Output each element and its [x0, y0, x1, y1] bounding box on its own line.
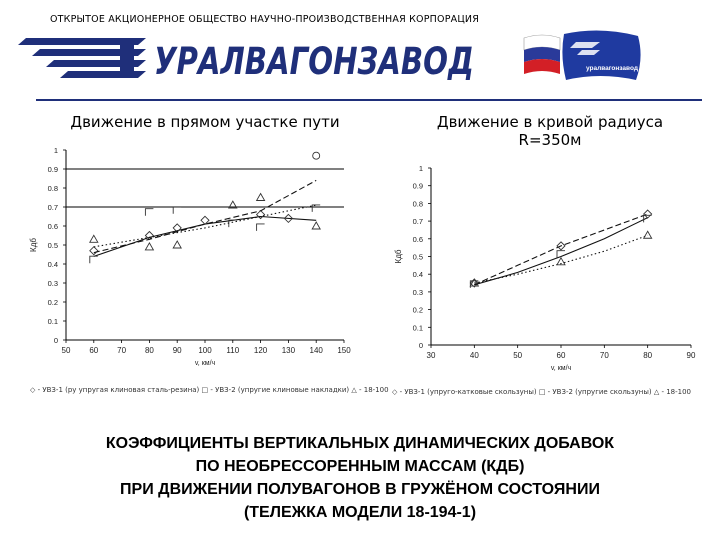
- y-tick-label: 0.7: [48, 203, 58, 212]
- data-point-triangle: [311, 221, 321, 230]
- data-point-square: [228, 219, 237, 228]
- y-tick-label: 0: [54, 336, 58, 345]
- y-tick-label: 0.5: [413, 253, 423, 262]
- data-point-diamond: [469, 278, 479, 288]
- data-point-diamond: [255, 209, 266, 220]
- data-point-square: [172, 206, 182, 214]
- x-tick-label: 130: [282, 346, 296, 355]
- y-tick-label: 0.2: [413, 306, 423, 315]
- y-tick-label: 0.7: [413, 217, 423, 226]
- data-point-triangle: [172, 240, 182, 249]
- data-point-triangle: [144, 241, 155, 251]
- trend-line-triangle: [93, 204, 317, 248]
- x-tick-label: 80: [643, 351, 652, 360]
- data-point-diamond: [89, 246, 99, 256]
- data-point-diamond: [556, 241, 566, 251]
- x-tick-label: 60: [89, 346, 98, 355]
- trend-line-triangle: [474, 234, 648, 284]
- data-point-triangle: [89, 234, 99, 243]
- logo-graphic: УРАЛВАГОНЗАВОД: [18, 38, 474, 83]
- y-tick-label: 0.3: [413, 288, 423, 297]
- y-tick-label: 0.4: [413, 270, 423, 279]
- left-chart-legend: ◇ - УВЗ-1 (ру упругая клиновая сталь-рез…: [30, 386, 389, 394]
- y-tick-label: 0.6: [48, 222, 58, 231]
- left-chart-title: Движение в прямом участке пути: [70, 113, 340, 131]
- x-tick-label: 80: [145, 346, 154, 355]
- x-tick-label: 70: [600, 351, 609, 360]
- data-point-triangle: [556, 256, 566, 266]
- x-tick-label: 100: [198, 346, 212, 355]
- data-point-square: [643, 214, 652, 223]
- trend-line-diamond: [93, 215, 317, 257]
- trend-line-square: [474, 217, 648, 286]
- flags-graphic: уралвагонзавод: [520, 28, 655, 84]
- slide-title-line-3: ПРИ ДВИЖЕНИИ ПОЛУВАГОНОВ В ГРУЖЁНОМ СОСТ…: [120, 481, 600, 498]
- data-point-diamond: [283, 213, 294, 224]
- y-tick-label: 0.4: [48, 260, 58, 269]
- x-tick-label: 60: [557, 351, 566, 360]
- slide-title-line-1: КОЭФФИЦИЕНТЫ ВЕРТИКАЛЬНЫХ ДИНАМИЧЕСКИХ Д…: [105, 435, 615, 452]
- data-point-circle: [312, 151, 321, 160]
- y-tick-label: 0.5: [48, 241, 58, 250]
- trend-line-diamond: [474, 213, 648, 286]
- y-tick-label: 0.1: [413, 323, 423, 332]
- x-tick-label: 70: [117, 346, 126, 355]
- y-tick-label: 0.9: [48, 165, 58, 174]
- data-point-diamond: [200, 215, 210, 225]
- y-tick-label: 1: [54, 146, 58, 155]
- y-axis-label: Кдб: [29, 238, 38, 252]
- y-tick-label: 0.9: [413, 182, 423, 191]
- data-point-square: [556, 250, 565, 258]
- uralvagonzavod-logo: УРАЛВАГОНЗАВОД: [18, 34, 480, 83]
- header-divider: [36, 99, 702, 101]
- trend-line-square: [93, 179, 317, 254]
- y-tick-label: 0.6: [413, 235, 423, 244]
- slide-title-line-2: ПО НЕОБРЕССОРЕННЫМ МАССАМ (КДБ): [195, 458, 525, 475]
- x-axis-label: v, км/ч: [195, 360, 216, 367]
- right-chart-title: Движение в кривой радиуса R=350м: [436, 113, 664, 149]
- data-point-triangle: [255, 192, 266, 201]
- y-tick-label: 0.3: [48, 279, 58, 288]
- y-tick-label: 0.8: [48, 184, 58, 193]
- slide-title-line-4: (ТЕЛЕЖКА МОДЕЛИ 18-194-1): [243, 504, 477, 521]
- data-point-square: [311, 204, 321, 212]
- right-chart-legend: ◇ - УВЗ-1 (упруго-катковые скользуны) □ …: [392, 388, 691, 396]
- flag-label: уралвагонзавод: [586, 65, 638, 72]
- slide-title: КОЭФФИЦИЕНТЫ ВЕРТИКАЛЬНЫХ ДИНАМИЧЕСКИХ Д…: [0, 432, 720, 524]
- y-tick-label: 0.8: [413, 199, 423, 208]
- x-tick-label: 120: [254, 346, 268, 355]
- x-tick-label: 90: [687, 351, 696, 360]
- logo-text: УРАЛВАГОНЗАВОД: [154, 40, 474, 80]
- x-tick-label: 90: [173, 346, 182, 355]
- company-flag-icon: уралвагонзавод: [562, 30, 641, 81]
- data-point-triangle: [228, 200, 238, 209]
- russian-flag-icon: [523, 34, 561, 74]
- company-name: ОТКРЫТОЕ АКЦИОНЕРНОЕ ОБЩЕСТВО НАУЧНО-ПРО…: [50, 14, 479, 25]
- x-axis-label: v, км/ч: [551, 365, 572, 372]
- x-tick-label: 50: [513, 351, 522, 360]
- data-point-square: [144, 208, 154, 216]
- y-tick-label: 0.1: [48, 317, 58, 326]
- data-point-square: [256, 223, 265, 231]
- data-point-diamond: [643, 209, 653, 219]
- x-tick-label: 50: [62, 346, 71, 355]
- data-point-square: [89, 255, 98, 264]
- x-tick-label: 150: [337, 346, 351, 355]
- y-axis-label: Кдб: [394, 249, 403, 263]
- x-tick-label: 110: [226, 346, 239, 355]
- y-tick-label: 1: [419, 164, 423, 173]
- right-chart: 0 0.1 0.2 0.3 0.4 0.5 0.6 0.7 0.8 0.9 1 30 40 50 60 70 8…: [394, 164, 696, 372]
- x-tick-label: 40: [470, 351, 479, 360]
- x-tick-label: 30: [427, 351, 436, 360]
- x-tick-label: 140: [310, 346, 324, 355]
- data-point-triangle: [469, 278, 480, 287]
- data-point-triangle: [642, 230, 653, 239]
- y-tick-label: 0: [419, 341, 423, 350]
- y-tick-label: 0.2: [48, 298, 58, 307]
